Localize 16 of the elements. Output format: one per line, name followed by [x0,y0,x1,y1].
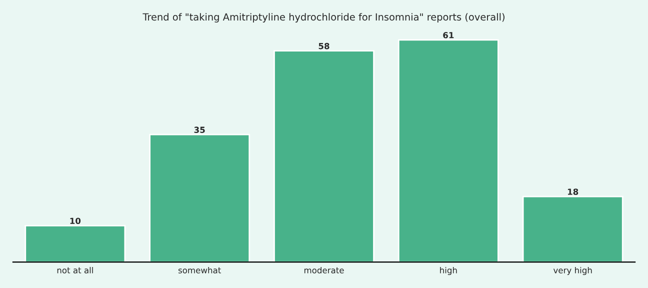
chart-title: Trend of "taking Amitriptyline hydrochloride for Insomnia" reports (overall) [142,13,504,22]
bar [24,224,126,262]
data-label: 10 [70,218,81,224]
bar [398,39,499,262]
bar [149,134,250,262]
x-tick-label: somewhat [178,266,221,274]
x-tick-label: very high [553,266,592,276]
bar [522,196,624,262]
x-tick-label: high [440,266,457,276]
bar [274,50,374,262]
x-tick-label: moderate [304,266,344,274]
data-label: 58 [318,42,330,50]
data-label: 61 [443,32,454,38]
data-label: 18 [568,188,578,195]
x-tick-label: not at all [57,266,93,274]
data-label: 35 [194,126,205,133]
